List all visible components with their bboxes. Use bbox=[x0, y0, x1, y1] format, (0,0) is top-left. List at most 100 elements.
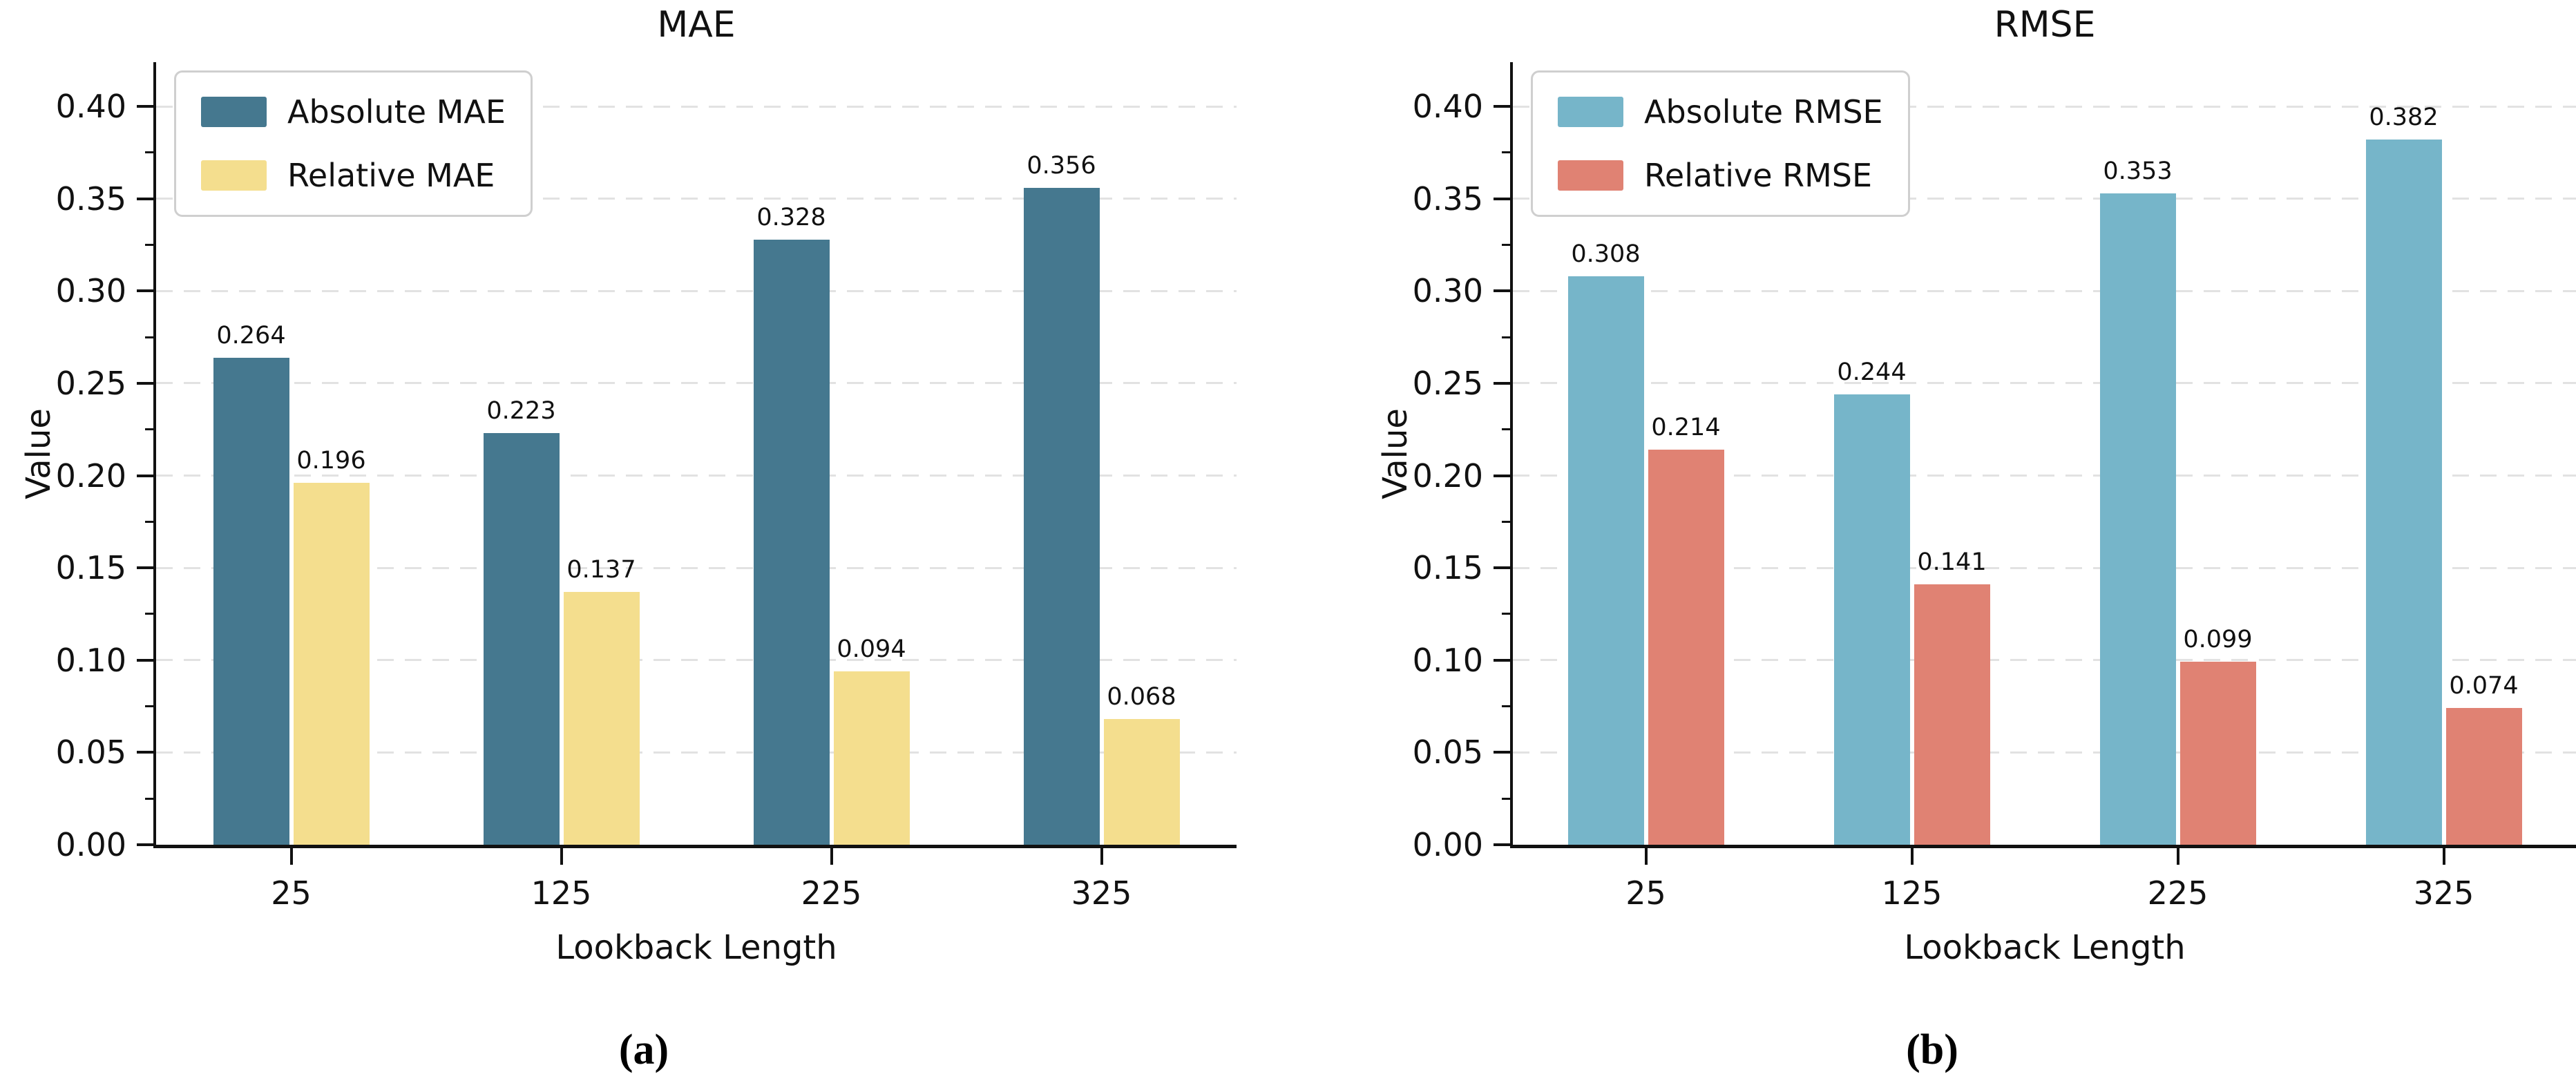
bar-value-label: 0.356 bbox=[1027, 151, 1096, 180]
y-tick-mark bbox=[137, 751, 153, 754]
y-tick-mark bbox=[137, 474, 153, 477]
x-axis-spine bbox=[1510, 845, 2576, 848]
y-tick-mark bbox=[1494, 197, 1510, 200]
grid-line bbox=[156, 198, 1237, 200]
x-tick-mark bbox=[1100, 848, 1103, 865]
y-minor-tick-mark bbox=[1502, 336, 1510, 338]
y-minor-tick-mark bbox=[145, 797, 153, 800]
bar-value-label: 0.214 bbox=[1651, 414, 1721, 442]
legend-item: Relative MAE bbox=[201, 157, 506, 194]
y-tick-label: 0.10 bbox=[55, 641, 126, 679]
y-minor-tick-mark bbox=[1502, 797, 1510, 800]
x-tick-mark bbox=[1910, 848, 1914, 865]
y-minor-tick-mark bbox=[145, 151, 153, 154]
bar-value-label: 0.223 bbox=[486, 397, 556, 425]
grid-line bbox=[156, 289, 1237, 292]
grid-line bbox=[1513, 382, 2576, 385]
legend: Absolute RMSE Relative RMSE bbox=[1531, 70, 1910, 217]
grid-line bbox=[156, 566, 1237, 569]
plot-area: 0.00 0.05 0.10 0.15 0.20 0.25 0.30 0.35 0.40 25 0.… bbox=[56, 62, 1237, 967]
legend-label: Relative RMSE bbox=[1644, 157, 1873, 194]
bar-value-label: 0.382 bbox=[2369, 104, 2439, 132]
x-tick-mark bbox=[560, 848, 563, 865]
y-tick-label: 0.15 bbox=[55, 549, 126, 587]
grid-line bbox=[1513, 566, 2576, 569]
legend-swatch bbox=[201, 97, 267, 127]
y-tick-mark bbox=[1494, 105, 1510, 108]
bar-value-label: 0.328 bbox=[756, 203, 826, 231]
x-tick-mark bbox=[2176, 848, 2179, 865]
y-tick-mark bbox=[1494, 751, 1510, 754]
x-tick-label: 25 bbox=[1625, 874, 1666, 912]
y-minor-tick-mark bbox=[1502, 613, 1510, 615]
bar bbox=[1648, 450, 1724, 845]
legend-item: Absolute MAE bbox=[201, 93, 506, 131]
y-axis-spine bbox=[153, 62, 156, 848]
x-axis-spine bbox=[153, 845, 1237, 848]
y-tick-mark bbox=[137, 289, 153, 293]
y-tick-label: 0.10 bbox=[1412, 641, 1483, 679]
legend-label: Absolute MAE bbox=[287, 93, 506, 131]
y-tick-label: 0.05 bbox=[1412, 734, 1483, 772]
legend-label: Relative MAE bbox=[287, 157, 495, 194]
bar bbox=[1833, 394, 1910, 845]
grid-line bbox=[1513, 751, 2576, 754]
x-tick-label: 125 bbox=[1881, 874, 1943, 912]
y-minor-tick-mark bbox=[1502, 520, 1510, 523]
y-tick-mark bbox=[1494, 658, 1510, 662]
grid-line bbox=[156, 105, 1237, 108]
legend-swatch bbox=[1558, 160, 1623, 191]
bar bbox=[1914, 584, 1990, 845]
bar-value-label: 0.244 bbox=[1837, 358, 1907, 386]
y-tick-mark bbox=[137, 105, 153, 108]
y-tick-mark bbox=[137, 197, 153, 200]
y-minor-tick-mark bbox=[145, 613, 153, 615]
legend-swatch bbox=[1558, 97, 1623, 127]
y-axis-spine bbox=[1510, 62, 1513, 848]
x-tick-label: 25 bbox=[271, 874, 312, 912]
y-minor-tick-mark bbox=[1502, 705, 1510, 708]
bar bbox=[1567, 276, 1644, 845]
y-tick-label: 0.20 bbox=[55, 457, 126, 495]
legend-swatch bbox=[201, 160, 267, 191]
y-tick-mark bbox=[137, 566, 153, 570]
bar-value-label: 0.094 bbox=[837, 635, 906, 663]
grid-line bbox=[156, 659, 1237, 662]
y-tick-label: 0.15 bbox=[1412, 549, 1483, 587]
y-tick-mark bbox=[137, 381, 153, 385]
legend-item: Relative RMSE bbox=[1558, 157, 1883, 194]
legend-item: Absolute RMSE bbox=[1558, 93, 1883, 131]
x-axis-label: Lookback Length bbox=[555, 928, 837, 967]
bar-value-label: 0.308 bbox=[1571, 240, 1641, 268]
y-tick-label: 0.30 bbox=[55, 272, 126, 310]
bar bbox=[2365, 140, 2442, 845]
legend-label: Absolute RMSE bbox=[1644, 93, 1883, 131]
bar-value-label: 0.099 bbox=[2183, 626, 2253, 654]
grid-line bbox=[1513, 475, 2576, 477]
bar-value-label: 0.264 bbox=[216, 321, 286, 349]
bar bbox=[1103, 719, 1180, 845]
y-minor-tick-mark bbox=[145, 244, 153, 247]
y-tick-mark bbox=[1494, 474, 1510, 477]
y-tick-mark bbox=[1494, 381, 1510, 385]
y-minor-tick-mark bbox=[145, 705, 153, 708]
y-tick-label: 0.30 bbox=[1412, 272, 1483, 310]
y-tick-label: 0.40 bbox=[55, 88, 126, 126]
y-tick-label: 0.25 bbox=[55, 364, 126, 402]
x-axis-label: Lookback Length bbox=[1904, 928, 2186, 967]
x-tick-mark bbox=[289, 848, 293, 865]
grid-line bbox=[156, 751, 1237, 754]
y-tick-label: 0.35 bbox=[55, 180, 126, 218]
bar bbox=[2445, 708, 2522, 845]
bar bbox=[833, 671, 910, 845]
chart-title: RMSE bbox=[1994, 4, 2096, 46]
grid-line bbox=[156, 475, 1237, 477]
x-tick-label: 125 bbox=[531, 874, 592, 912]
grid-line bbox=[1513, 198, 2576, 200]
bar bbox=[2099, 193, 2176, 845]
bar bbox=[483, 433, 560, 845]
y-tick-label: 0.20 bbox=[1412, 457, 1483, 495]
bar-value-label: 0.196 bbox=[296, 447, 366, 475]
